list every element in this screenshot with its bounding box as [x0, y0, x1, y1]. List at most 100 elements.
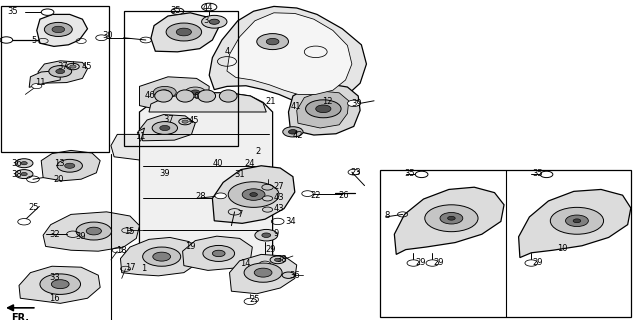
Text: 43: 43 [274, 193, 285, 202]
Circle shape [153, 252, 171, 261]
Circle shape [540, 171, 553, 178]
Text: 25: 25 [250, 295, 261, 304]
Circle shape [203, 245, 235, 261]
Circle shape [283, 127, 303, 137]
Circle shape [228, 182, 279, 207]
Circle shape [573, 219, 581, 223]
Circle shape [21, 172, 27, 176]
Text: 15: 15 [124, 227, 134, 236]
Polygon shape [209, 6, 366, 103]
Text: FR.: FR. [11, 313, 29, 320]
Text: 17: 17 [126, 263, 136, 272]
Circle shape [257, 34, 288, 50]
Text: 28: 28 [195, 192, 206, 201]
Circle shape [262, 233, 271, 237]
Circle shape [270, 256, 285, 264]
Text: 14: 14 [240, 259, 250, 268]
Text: 10: 10 [557, 244, 567, 253]
Text: 23: 23 [350, 168, 361, 177]
Text: 29: 29 [265, 245, 276, 254]
Circle shape [57, 159, 82, 172]
Text: 22: 22 [311, 191, 321, 200]
Text: 19: 19 [185, 242, 196, 251]
Text: 18: 18 [116, 246, 127, 255]
Circle shape [415, 171, 428, 178]
Circle shape [152, 122, 178, 134]
Bar [124, 11, 238, 146]
Circle shape [96, 35, 107, 41]
Ellipse shape [155, 90, 172, 102]
Text: 12: 12 [322, 97, 333, 106]
Text: 20: 20 [54, 175, 65, 184]
Circle shape [215, 193, 226, 199]
Circle shape [18, 219, 30, 225]
Circle shape [44, 22, 72, 36]
Text: 35: 35 [8, 7, 18, 16]
Text: 36: 36 [11, 159, 22, 168]
Circle shape [49, 66, 72, 77]
Text: 45: 45 [188, 116, 199, 125]
Polygon shape [38, 61, 87, 83]
Circle shape [316, 105, 331, 113]
Circle shape [51, 280, 69, 289]
Text: 25: 25 [28, 203, 39, 212]
Circle shape [288, 130, 297, 134]
Circle shape [254, 268, 272, 277]
Text: 37: 37 [57, 62, 68, 71]
Circle shape [302, 191, 313, 196]
Text: 3: 3 [203, 16, 208, 25]
Polygon shape [139, 115, 195, 141]
Text: 26: 26 [338, 191, 349, 200]
Ellipse shape [198, 90, 216, 102]
Circle shape [166, 23, 202, 41]
Text: 40: 40 [212, 159, 223, 168]
Ellipse shape [219, 90, 237, 102]
Polygon shape [212, 166, 295, 223]
Circle shape [275, 258, 281, 261]
Circle shape [212, 250, 225, 257]
Polygon shape [519, 189, 631, 258]
Circle shape [259, 261, 271, 267]
Text: 42: 42 [293, 132, 304, 140]
Circle shape [266, 38, 279, 45]
Text: 29: 29 [433, 258, 444, 267]
Circle shape [347, 100, 360, 107]
Polygon shape [136, 128, 145, 142]
Text: 45: 45 [81, 62, 92, 71]
Circle shape [262, 207, 273, 212]
Text: 27: 27 [274, 182, 285, 191]
Circle shape [143, 247, 181, 266]
Circle shape [32, 84, 42, 89]
Text: 9: 9 [274, 229, 279, 238]
Bar [1, 6, 109, 152]
Circle shape [244, 263, 282, 282]
Polygon shape [230, 254, 297, 294]
Polygon shape [139, 77, 209, 109]
Text: 16: 16 [49, 294, 60, 303]
Text: 2: 2 [256, 147, 261, 156]
Text: 41: 41 [290, 102, 301, 111]
Polygon shape [111, 134, 139, 160]
Text: 37: 37 [164, 115, 174, 124]
Polygon shape [120, 237, 200, 276]
Ellipse shape [176, 90, 194, 102]
Text: 30: 30 [103, 31, 113, 40]
Circle shape [40, 274, 81, 294]
Circle shape [255, 229, 278, 241]
Circle shape [566, 215, 588, 227]
Text: 8: 8 [384, 212, 389, 220]
Text: 5: 5 [32, 36, 37, 45]
Polygon shape [297, 91, 349, 128]
Text: 1: 1 [141, 264, 146, 273]
Polygon shape [227, 13, 352, 94]
Text: 11: 11 [135, 132, 146, 141]
Polygon shape [183, 236, 252, 270]
Circle shape [182, 120, 188, 123]
Polygon shape [394, 187, 504, 254]
Text: 39: 39 [160, 169, 171, 178]
Text: 32: 32 [49, 230, 60, 239]
Circle shape [550, 207, 604, 234]
Circle shape [171, 8, 184, 14]
Text: 36: 36 [289, 271, 300, 280]
Circle shape [15, 170, 33, 179]
